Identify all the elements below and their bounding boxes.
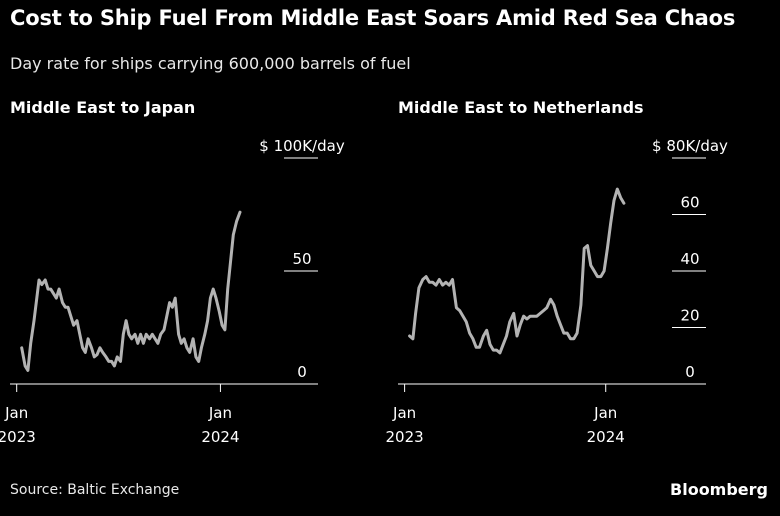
y-tick-label-japan: $ 100K/day	[259, 137, 345, 155]
y-tick-label-japan: 0	[297, 363, 307, 381]
x-tick-label-netherlands: Jan	[392, 404, 416, 422]
series-line-netherlands	[408, 187, 626, 355]
x-tick-label-japan: Jan	[208, 404, 232, 422]
y-tick-label-netherlands: 0	[685, 363, 695, 381]
y-tick-label-netherlands: 40	[680, 250, 699, 268]
y-tick-label-netherlands: $ 80K/day	[652, 137, 728, 155]
x-tick-label-netherlands: Jan	[593, 404, 617, 422]
y-tick-label-netherlands: 20	[680, 307, 699, 325]
panel-title-netherlands: Middle East to Netherlands	[398, 98, 644, 117]
chart-subtitle: Day rate for ships carrying 600,000 barr…	[10, 54, 411, 73]
y-tick-label-japan: 50	[292, 250, 311, 268]
panel-title-japan: Middle East to Japan	[10, 98, 196, 117]
bloomberg-logo: Bloomberg	[670, 480, 768, 499]
chart-title: Cost to Ship Fuel From Middle East Soars…	[10, 6, 736, 30]
y-tick-label-netherlands: 60	[680, 194, 699, 212]
x-tick-label-japan: 2024	[201, 428, 239, 446]
series-line-japan	[20, 210, 242, 372]
x-tick-label-japan: 2023	[0, 428, 36, 446]
x-tick-label-netherlands: 2024	[587, 428, 625, 446]
x-tick-label-japan: Jan	[4, 404, 28, 422]
source-note: Source: Baltic Exchange	[10, 482, 180, 498]
x-tick-label-netherlands: 2023	[386, 428, 424, 446]
